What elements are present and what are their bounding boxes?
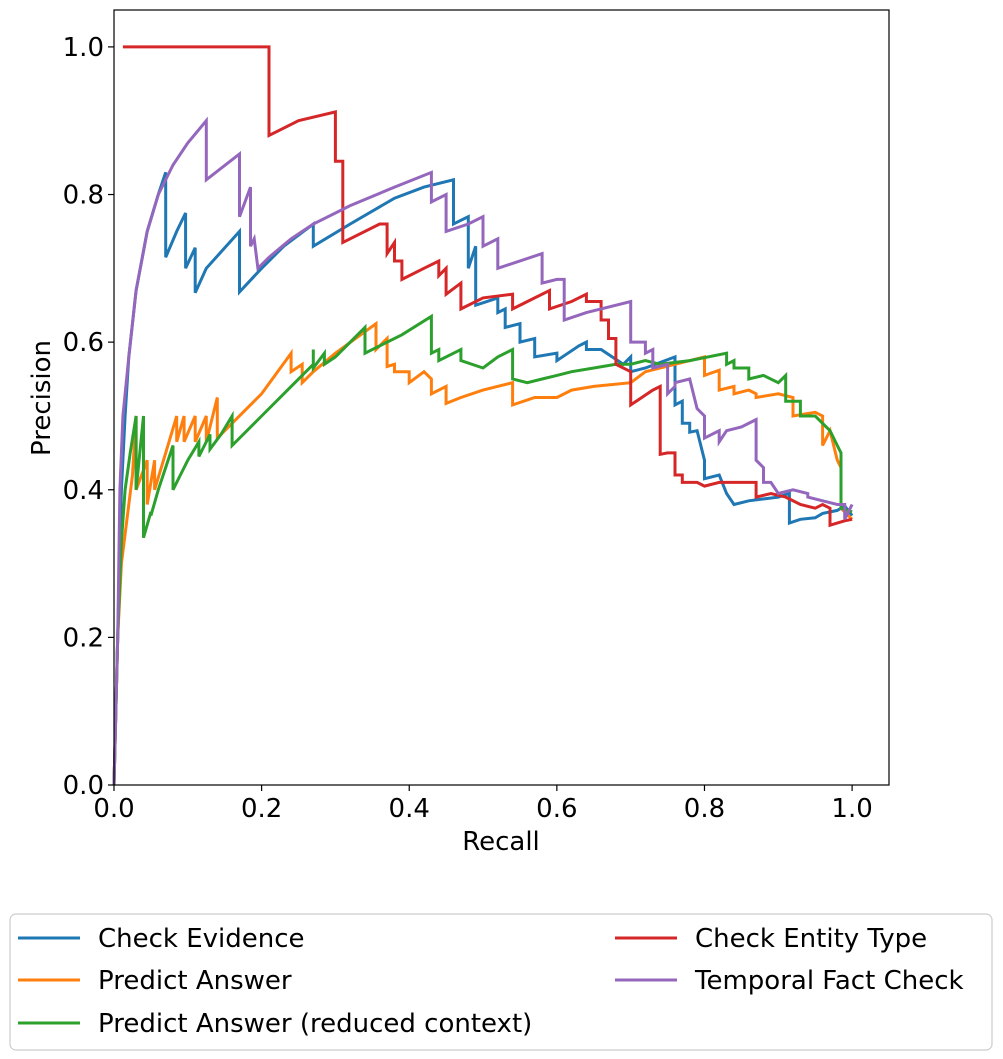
plot-frame [113,9,890,786]
series-line-3 [122,45,853,528]
x-tick-label: 0.2 [241,794,282,824]
series-line-4 [112,116,854,786]
x-axis-label: Recall [462,827,540,857]
series-layer [112,45,854,786]
x-tick-label: 1.0 [831,794,872,824]
legend-label-2: Predict Answer (reduced context) [98,1009,532,1039]
x-tick-label: 0.4 [389,794,430,824]
x-tick-label: 0.0 [93,794,134,824]
legend-box [9,913,993,1051]
legend-label-1: Predict Answer [98,966,292,996]
y-axis-ticks: 0.0 0.2 0.4 0.6 0.8 1.0 [63,33,114,801]
y-tick-label: 0.0 [63,771,104,801]
y-tick-label: 1.0 [63,33,104,63]
series-line-1 [112,320,854,786]
legend-label-0: Check Evidence [98,924,305,954]
legend-label-4: Temporal Fact Check [694,966,964,996]
y-axis-label: Precision [27,340,57,456]
y-tick-label: 0.6 [63,328,104,358]
y-tick-label: 0.8 [63,181,104,211]
x-tick-label: 0.8 [684,794,725,824]
legend-items: Check Evidence Predict Answer Predict Answ… [18,924,964,1039]
x-axis-ticks: 0.0 0.2 0.4 0.6 0.8 1.0 [93,785,873,824]
y-tick-label: 0.2 [63,623,104,653]
legend: Check Evidence Predict Answer Predict Answ… [9,913,993,1051]
y-tick-label: 0.4 [63,476,104,506]
series-line-2 [112,313,853,786]
legend-label-3: Check Entity Type [695,924,927,954]
x-tick-label: 0.6 [536,794,577,824]
